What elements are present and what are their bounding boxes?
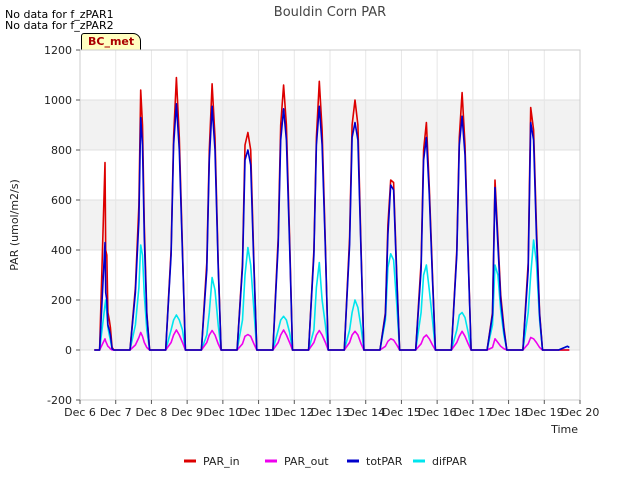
series-line-totPAR xyxy=(94,103,570,351)
no-data-note-2: No data for f_zPAR2 xyxy=(5,19,114,32)
x-tick-label: Dec 8 xyxy=(136,406,168,419)
y-tick-label: 1200 xyxy=(44,44,72,57)
legend-label-difPAR: difPAR xyxy=(432,455,467,468)
y-tick-label: 600 xyxy=(51,194,72,207)
x-tick-label: Dec 15 xyxy=(382,406,421,419)
x-tick-label: Dec 16 xyxy=(418,406,457,419)
y-tick-label: 800 xyxy=(51,144,72,157)
legend-label-PAR_in: PAR_in xyxy=(203,455,240,468)
y-axis-label: PAR (umol/m2/s) xyxy=(8,179,21,271)
x-tick-label: Dec 20 xyxy=(561,406,600,419)
chart-title: Bouldin Corn PAR xyxy=(274,5,386,20)
no-data-note-1: No data for f_zPAR1 xyxy=(5,8,114,21)
x-tick-label: Dec 19 xyxy=(525,406,564,419)
y-tick-label: 0 xyxy=(65,344,72,357)
legend-label-PAR_out: PAR_out xyxy=(284,455,329,468)
y-tick-label: 1000 xyxy=(44,94,72,107)
y-tick-label: -200 xyxy=(47,394,72,407)
site-badge: BC_met xyxy=(81,33,142,51)
x-tick-label: Dec 13 xyxy=(311,406,350,419)
y-tick-label: 400 xyxy=(51,244,72,257)
x-tick-label: Dec 7 xyxy=(100,406,132,419)
x-tick-label: Dec 17 xyxy=(453,406,492,419)
x-tick-label: Dec 9 xyxy=(171,406,203,419)
x-axis-label: Time xyxy=(550,423,578,436)
x-tick-label: Dec 6 xyxy=(64,406,96,419)
x-tick-label: Dec 18 xyxy=(489,406,528,419)
legend-label-totPAR: totPAR xyxy=(366,455,403,468)
y-tick-label: 200 xyxy=(51,294,72,307)
x-tick-label: Dec 10 xyxy=(203,406,242,419)
x-tick-label: Dec 11 xyxy=(239,406,278,419)
x-tick-label: Dec 12 xyxy=(275,406,314,419)
x-tick-label: Dec 14 xyxy=(346,406,385,419)
